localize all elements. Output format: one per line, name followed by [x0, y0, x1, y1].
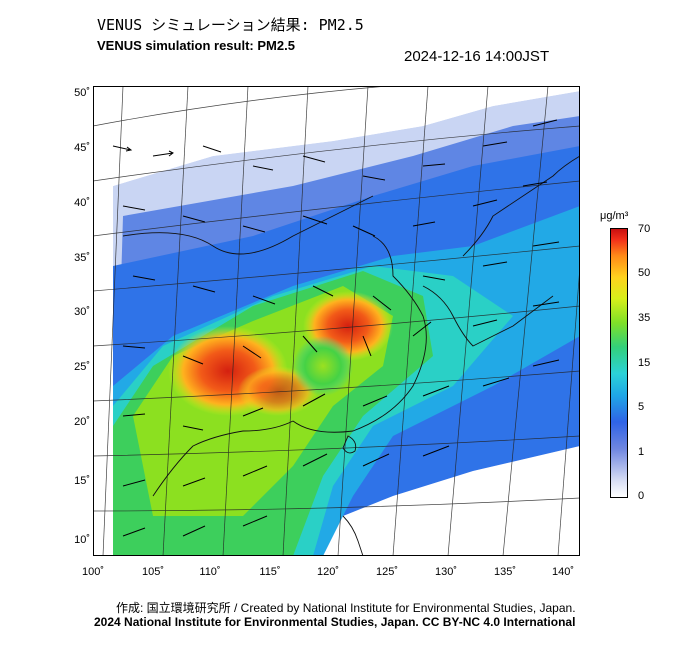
- lat-tick: 15˚: [74, 475, 90, 487]
- title-english: VENUS simulation result: PM2.5: [97, 38, 295, 53]
- lon-tick: 115˚: [259, 566, 281, 578]
- colorbar: [610, 228, 628, 498]
- lon-tick: 120˚: [316, 566, 340, 578]
- lon-tick: 110˚: [199, 566, 221, 578]
- title-japanese: VENUS シミュレーション結果: PM2.5: [97, 16, 364, 34]
- colorbar-label: 35: [638, 312, 651, 324]
- colorbar-label: 70: [638, 223, 651, 235]
- lon-tick: 130˚: [434, 566, 458, 578]
- lat-tick: 10˚: [74, 534, 90, 546]
- lat-tick: 25˚: [74, 361, 90, 373]
- lat-tick: 50˚: [74, 87, 90, 99]
- pm25-map: [93, 86, 580, 556]
- lat-tick: 45˚: [74, 142, 90, 154]
- lat-tick: 40˚: [74, 197, 90, 209]
- lat-tick: 35˚: [74, 252, 90, 264]
- lat-tick: 30˚: [74, 306, 90, 318]
- colorbar-label: 0: [638, 490, 645, 502]
- colorbar-label: 5: [638, 401, 645, 413]
- license-line: 2024 National Institute for Environmenta…: [94, 615, 576, 629]
- lon-tick: 105˚: [141, 566, 165, 578]
- lon-tick: 135˚: [493, 566, 517, 578]
- credit-line: 作成: 国立環境研究所 / Created by National Instit…: [116, 601, 576, 615]
- colorbar-unit: μg/m³: [600, 210, 629, 222]
- colorbar-label: 50: [638, 267, 651, 279]
- forecast-timestamp: 2024-12-16 14:00JST: [404, 48, 550, 65]
- colorbar-label: 15: [638, 357, 651, 369]
- lat-tick: 20˚: [74, 416, 90, 428]
- lon-tick: 140˚: [551, 566, 575, 578]
- lon-tick: 100˚: [81, 566, 105, 578]
- colorbar-label: 1: [638, 446, 645, 458]
- lon-tick: 125˚: [375, 566, 399, 578]
